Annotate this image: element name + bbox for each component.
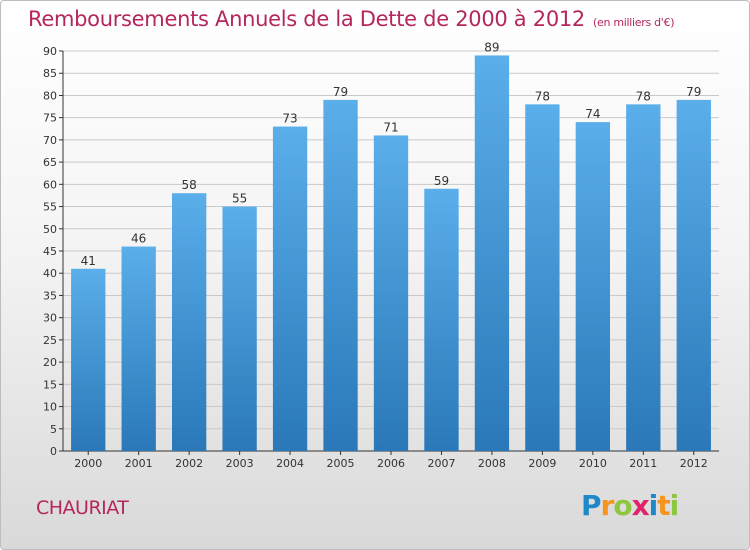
chart-unit: (en milliers d'€) bbox=[593, 16, 675, 29]
y-tick-label: 45 bbox=[43, 245, 57, 258]
proxiti-logo: Proxiti bbox=[581, 489, 680, 522]
bar bbox=[373, 135, 409, 451]
x-tick-label: 2004 bbox=[276, 457, 304, 470]
data-labels: 41 46 58 55 73 79 71 59 89 78 74 78 79 bbox=[81, 40, 702, 267]
x-tick-label: 2010 bbox=[579, 457, 607, 470]
data-label: 78 bbox=[535, 89, 550, 103]
data-label: 41 bbox=[81, 254, 96, 268]
data-label: 46 bbox=[131, 232, 146, 246]
chart-title-text: Remboursements Annuels de la Dette de 20… bbox=[28, 7, 585, 31]
y-tick-label: 80 bbox=[43, 89, 57, 102]
data-label: 74 bbox=[585, 107, 600, 121]
data-label: 78 bbox=[636, 89, 651, 103]
bar bbox=[323, 99, 358, 451]
logo-letter: i bbox=[648, 489, 659, 522]
y-tick-label: 35 bbox=[43, 289, 57, 302]
x-tick-label: 2012 bbox=[680, 457, 708, 470]
y-tick-label: 75 bbox=[43, 112, 57, 125]
x-tick-label: 2011 bbox=[629, 457, 657, 470]
data-label: 59 bbox=[434, 174, 449, 188]
x-tick-label: 2003 bbox=[226, 457, 254, 470]
y-tick-label: 10 bbox=[43, 401, 57, 414]
x-tick-label: 2008 bbox=[478, 457, 506, 470]
bar bbox=[171, 193, 207, 451]
bar bbox=[575, 122, 611, 451]
data-label: 58 bbox=[182, 178, 197, 192]
commune-name: CHAURIAT bbox=[36, 497, 129, 519]
data-label: 89 bbox=[484, 40, 499, 54]
data-label: 73 bbox=[282, 112, 297, 126]
chart-title: Remboursements Annuels de la Dette de 20… bbox=[28, 7, 674, 31]
tick-labels: 0 5 10 15 20 25 30 35 40 45 50 55 60 65 70 75 80 85 90 2000… bbox=[43, 45, 708, 470]
y-tick-label: 0 bbox=[50, 445, 57, 458]
y-tick-label: 85 bbox=[43, 67, 57, 80]
y-tick-label: 15 bbox=[43, 378, 57, 391]
bar bbox=[121, 246, 156, 451]
x-tick-label: 2001 bbox=[125, 457, 153, 470]
logo-letter: o bbox=[613, 489, 632, 522]
logo-letter: P bbox=[581, 489, 602, 522]
bar bbox=[474, 55, 510, 451]
y-tick-label: 50 bbox=[43, 223, 57, 236]
y-tick-label: 65 bbox=[43, 156, 57, 169]
bar bbox=[222, 206, 257, 451]
y-tick-label: 40 bbox=[43, 267, 57, 280]
y-tick-label: 30 bbox=[43, 312, 57, 325]
logo-letter: x bbox=[631, 489, 650, 522]
logo-letter: t bbox=[657, 489, 670, 522]
bars bbox=[71, 55, 711, 452]
x-tick-label: 2002 bbox=[175, 457, 203, 470]
data-label: 71 bbox=[383, 120, 398, 134]
bar bbox=[525, 104, 560, 451]
bar bbox=[71, 268, 106, 451]
x-tick-label: 2000 bbox=[74, 457, 102, 470]
bar bbox=[424, 188, 459, 451]
x-tick-label: 2005 bbox=[327, 457, 355, 470]
y-tick-label: 70 bbox=[43, 134, 57, 147]
y-tick-label: 25 bbox=[43, 334, 57, 347]
data-label: 55 bbox=[232, 192, 247, 206]
logo-letter: r bbox=[600, 489, 615, 522]
y-tick-label: 90 bbox=[43, 45, 57, 58]
bar bbox=[626, 104, 661, 451]
x-tick-label: 2007 bbox=[427, 457, 455, 470]
x-tick-label: 2009 bbox=[528, 457, 556, 470]
x-tick-label: 2006 bbox=[377, 457, 405, 470]
data-label: 79 bbox=[686, 85, 701, 99]
bar bbox=[272, 126, 308, 452]
logo-letter: i bbox=[669, 489, 680, 522]
y-tick-label: 55 bbox=[43, 201, 57, 214]
y-tick-label: 60 bbox=[43, 178, 57, 191]
y-tick-label: 5 bbox=[50, 423, 57, 436]
y-tick-label: 20 bbox=[43, 356, 57, 369]
bar bbox=[676, 99, 711, 451]
data-label: 79 bbox=[333, 85, 348, 99]
